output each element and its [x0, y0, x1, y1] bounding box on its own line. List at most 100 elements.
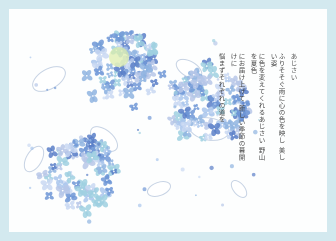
floret-center — [116, 73, 118, 75]
floret-center — [106, 179, 108, 181]
floret-center — [105, 88, 107, 90]
floret-center — [118, 35, 120, 37]
floret-center — [128, 35, 130, 37]
dot — [91, 190, 94, 193]
dot — [87, 219, 91, 223]
floret-center — [87, 197, 89, 199]
floret-center — [109, 74, 111, 76]
floret-center — [46, 183, 48, 185]
floret-center — [92, 95, 94, 97]
dot — [173, 105, 176, 108]
floret-center — [100, 165, 102, 167]
floret-center — [182, 87, 184, 89]
dot — [30, 147, 33, 150]
floret-center — [207, 136, 209, 138]
floret-center — [124, 44, 126, 46]
card: あじさい ふりそそぐ雨に心の色を映し 美しい姿 に色を変えてくれるあじさい 野山… — [9, 9, 327, 232]
floret-center — [70, 204, 72, 206]
floret-center — [91, 157, 93, 159]
floret-center — [109, 190, 111, 192]
dot — [34, 83, 38, 87]
page: あじさい ふりそそぐ雨に心の色を映し 美しい姿 に色を変えてくれるあじさい 野山… — [0, 0, 336, 241]
floret-center — [142, 78, 144, 80]
floret-center — [129, 39, 131, 41]
floret-center — [101, 54, 103, 56]
floret-center — [146, 58, 148, 60]
floret-center — [113, 168, 115, 170]
floret-center — [193, 94, 195, 96]
floret-center — [85, 210, 87, 212]
floret-center — [69, 149, 71, 151]
dot — [137, 129, 139, 131]
dot — [209, 110, 213, 114]
floret-center — [98, 201, 100, 203]
dot — [138, 132, 140, 134]
line: 悩まずそれぞれの道を — [217, 53, 225, 163]
floret-center — [101, 168, 103, 170]
floret-center — [201, 92, 203, 94]
dot — [156, 158, 159, 161]
floret-center — [206, 79, 208, 81]
dot — [46, 89, 48, 91]
leaf — [228, 178, 249, 200]
dot — [221, 203, 224, 206]
floret-center — [98, 46, 100, 48]
petal — [67, 171, 71, 177]
dot — [79, 135, 83, 139]
floret-center — [102, 79, 104, 81]
floret-center — [111, 162, 113, 164]
floret-center — [110, 38, 112, 40]
floret-center — [116, 82, 118, 84]
floret-center — [206, 65, 208, 67]
leaf — [20, 143, 47, 175]
dot — [54, 87, 56, 89]
floret-center — [183, 95, 185, 97]
floret-center — [68, 176, 70, 178]
floret-center — [133, 106, 135, 108]
dot — [230, 164, 234, 168]
dot — [209, 166, 213, 170]
floret-center — [184, 102, 186, 104]
floret-center — [190, 113, 192, 115]
floret-center — [99, 70, 101, 72]
floret-center — [58, 179, 60, 181]
dot — [198, 176, 200, 178]
floret-center — [120, 70, 122, 72]
floret-center — [186, 125, 188, 127]
floret-center — [92, 49, 94, 51]
line: にお届け上げて 新しい季節の幕開けに — [229, 53, 245, 163]
floret-center — [109, 66, 111, 68]
floret-center — [132, 71, 134, 73]
dot — [143, 187, 147, 191]
line: ふりそそぐ雨に心の色を映し 美しい姿 — [269, 53, 285, 163]
dot — [212, 39, 215, 42]
leaf — [28, 61, 69, 96]
floret-center — [61, 162, 63, 164]
floret-center — [75, 184, 77, 186]
highlight — [109, 47, 129, 67]
floret-center — [213, 128, 215, 130]
floret-center — [70, 197, 72, 199]
dot — [97, 142, 101, 146]
floret-center — [48, 196, 50, 198]
floret-center — [93, 192, 95, 194]
dot — [130, 30, 134, 34]
floret-center — [142, 56, 144, 58]
floret-center — [86, 75, 88, 77]
floret-center — [110, 84, 112, 86]
floret-center — [199, 124, 201, 126]
floret-center — [195, 107, 197, 109]
floret-center — [150, 91, 152, 93]
leaf — [145, 179, 172, 200]
dot — [86, 174, 88, 176]
floret-center — [207, 112, 209, 114]
floret-center — [153, 82, 155, 84]
floret-center — [78, 142, 80, 144]
floret-center — [125, 80, 127, 82]
heading: あじさい — [289, 53, 297, 163]
floret-center — [195, 122, 197, 124]
floret-center — [198, 119, 200, 121]
floret-center — [147, 46, 149, 48]
floret-center — [136, 86, 138, 88]
floret-center — [90, 143, 92, 145]
